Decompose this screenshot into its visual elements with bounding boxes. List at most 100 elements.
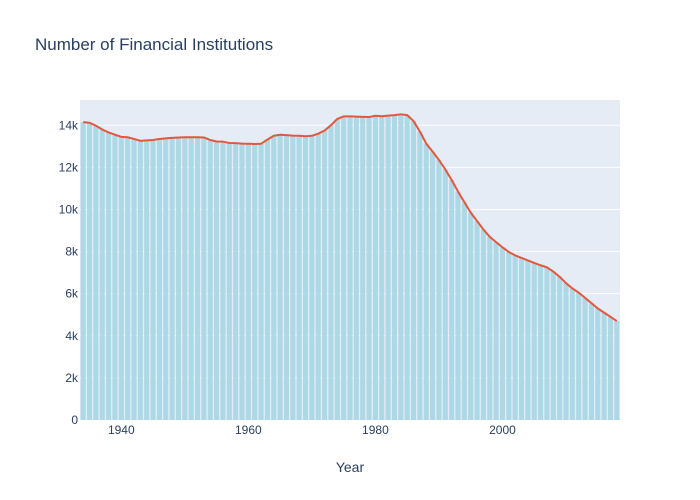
bar-1961: [252, 144, 258, 420]
bar-2004: [525, 260, 531, 420]
y-tick-12000: 12k: [59, 160, 79, 174]
bar-1989: [430, 151, 436, 420]
bar-1957: [226, 142, 232, 420]
bar-1959: [239, 143, 245, 420]
bar-1952: [194, 137, 201, 420]
x-tick-2000: 2000: [489, 423, 516, 437]
bar-1997: [480, 229, 486, 420]
bar-1950: [182, 137, 188, 420]
bar-1948: [169, 137, 175, 421]
bar-1986: [410, 121, 417, 420]
bar-1968: [296, 135, 302, 420]
bar-1981: [379, 116, 385, 421]
bar-1987: [417, 131, 423, 420]
bar-2015: [595, 308, 601, 420]
bar-1949: [175, 137, 182, 420]
y-tick-2000: 2k: [65, 371, 79, 385]
bar-2002: [512, 255, 518, 420]
bar-2008: [550, 271, 556, 420]
bar-1960: [245, 143, 251, 420]
bar-2000: [499, 247, 506, 420]
y-tick-0: 0: [71, 413, 78, 427]
bar-1977: [353, 116, 359, 420]
bar-1973: [328, 125, 334, 421]
bar-1946: [156, 138, 162, 420]
bar-2009: [557, 276, 563, 420]
bar-1963: [264, 139, 270, 420]
bar-1990: [436, 160, 442, 420]
bars: [80, 114, 620, 421]
trend-line-path: [83, 113, 618, 322]
bar-1982: [385, 115, 391, 420]
bar-1993: [455, 191, 461, 420]
bar-1962: [258, 143, 264, 420]
bar-1954: [207, 140, 213, 420]
bar-1935: [86, 122, 93, 420]
y-tick-10000: 10k: [59, 202, 79, 216]
y-tick-6000: 6k: [65, 287, 79, 301]
bar-2016: [601, 312, 607, 420]
bar-1958: [233, 143, 239, 420]
bar-2012: [576, 292, 582, 420]
bar-1942: [131, 138, 137, 420]
bar-1955: [214, 141, 220, 420]
bar-1951: [188, 137, 194, 420]
bar-1937: [99, 129, 105, 420]
bar-1995: [468, 212, 474, 420]
bar-2011: [569, 288, 575, 420]
bar-1945: [150, 140, 156, 420]
bar-1971: [315, 133, 321, 420]
bar-1974: [334, 118, 340, 421]
bar-1992: [449, 180, 455, 420]
bar-2005: [531, 262, 537, 420]
bar-1984: [398, 114, 404, 420]
bar-1994: [461, 202, 467, 420]
bar-1969: [302, 136, 309, 421]
bar-1940: [118, 136, 124, 420]
bar-1975: [341, 116, 347, 420]
bar-1988: [423, 143, 429, 420]
bar-1944: [144, 140, 150, 420]
bar-1983: [391, 115, 398, 420]
bar-2003: [518, 257, 525, 420]
trend-line: [83, 113, 618, 322]
bar-2007: [544, 267, 550, 420]
bar-1991: [442, 169, 448, 420]
bar-1998: [487, 236, 493, 420]
bar-1964: [271, 135, 277, 420]
y-tick-8000: 8k: [65, 245, 79, 259]
chart-title: Number of Financial Institutions: [35, 35, 273, 54]
y-tick-4000: 4k: [65, 329, 79, 343]
bar-1976: [347, 116, 353, 420]
bar-1967: [290, 135, 296, 420]
bar-1939: [112, 134, 118, 420]
x-tick-1980: 1980: [362, 423, 389, 437]
bar-1936: [93, 125, 99, 421]
y-tick-labels: 0 2k 4k 6k 8k 10k 12k 14k: [59, 118, 79, 427]
bar-2018: [614, 321, 620, 420]
bar-2010: [563, 283, 569, 420]
x-tick-1940: 1940: [108, 423, 135, 437]
bar-1985: [404, 115, 410, 420]
x-axis-title: Year: [336, 459, 365, 475]
bar-1956: [220, 141, 226, 420]
bar-1941: [125, 137, 131, 420]
bar-1980: [372, 115, 378, 420]
bar-1938: [106, 132, 112, 420]
bar-1972: [322, 130, 328, 421]
bar-2017: [607, 316, 614, 420]
bar-1965: [277, 134, 283, 420]
bar-1979: [366, 117, 372, 420]
bar-1999: [493, 242, 499, 420]
bar-1934: [80, 122, 86, 421]
bar-1996: [474, 221, 480, 420]
bar-1947: [163, 138, 169, 420]
bar-1970: [309, 135, 315, 420]
x-tick-1960: 1960: [235, 423, 262, 437]
bar-1978: [360, 116, 366, 420]
x-tick-labels: 1940 1960 1980 2000: [108, 423, 516, 437]
bar-1943: [137, 140, 143, 420]
bar-2013: [582, 297, 588, 420]
bar-2001: [506, 252, 512, 420]
